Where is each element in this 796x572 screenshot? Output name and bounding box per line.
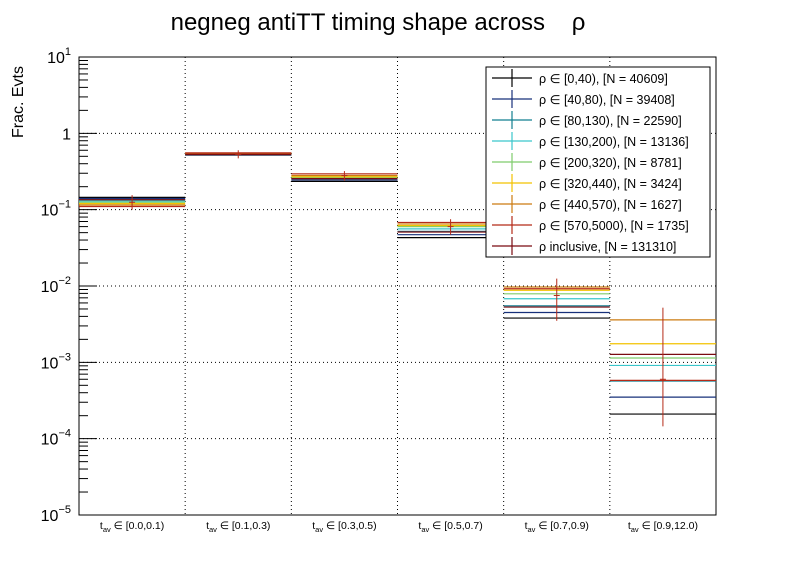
- chart-title-symbol: ρ: [572, 9, 586, 36]
- y-tick-base: 1: [62, 126, 71, 143]
- y-tick-label: 101: [47, 46, 71, 67]
- x-tick-range: ∈ [0.1,0.3): [217, 520, 271, 532]
- y-tick-base: 10: [41, 355, 59, 372]
- x-tick-label: tav ∈ [0.5,0.7): [418, 520, 482, 534]
- x-tick-subscript: av: [209, 525, 217, 534]
- y-tick-label: 10−2: [41, 275, 71, 296]
- x-tick-main: t: [418, 520, 421, 532]
- x-tick-range: ∈ [0.7,0.9): [535, 520, 589, 532]
- y-tick-exponent: 1: [65, 46, 71, 58]
- x-tick-subscript: av: [315, 525, 323, 534]
- y-tick-label: 10−4: [41, 428, 71, 449]
- x-tick-main: t: [628, 520, 631, 532]
- y-tick-base: 10: [41, 508, 59, 525]
- x-tick-main: t: [206, 520, 209, 532]
- chart-title: negneg antiTT timing shape across ρ: [171, 9, 586, 36]
- error-bars: [129, 150, 666, 427]
- y-tick-label: 10−1: [41, 199, 71, 220]
- y-tick-exponent: −3: [58, 351, 71, 363]
- x-tick-subscript: av: [421, 525, 429, 534]
- legend-label-4: ρ ∈ [200,320), [N = 8781]: [539, 156, 682, 170]
- legend-label-1: ρ ∈ [40,80), [N = 39408]: [539, 93, 675, 107]
- x-tick-subscript: av: [527, 525, 535, 534]
- legend-label-2: ρ ∈ [80,130), [N = 22590]: [539, 114, 682, 128]
- y-tick-exponent: −4: [58, 428, 71, 440]
- x-tick-range: ∈ [0.0,0.1): [111, 520, 165, 532]
- y-tick-base: 10: [47, 50, 65, 67]
- y-tick-exponent: −5: [58, 504, 71, 516]
- legend-label-8: ρ inclusive, [N = 131310]: [539, 240, 676, 254]
- x-tick-label: tav ∈ [0.3,0.5): [312, 520, 376, 534]
- x-tick-label: tav ∈ [0.0,0.1): [100, 520, 164, 534]
- x-tick-label: tav ∈ [0.1,0.3): [206, 520, 270, 534]
- legend-label-6: ρ ∈ [440,570), [N = 1627]: [539, 198, 682, 212]
- legend-label-0: ρ ∈ [0,40), [N = 40609]: [539, 72, 668, 86]
- x-tick-range: ∈ [0.9,12.0): [639, 520, 698, 532]
- y-tick-exponent: −2: [58, 275, 71, 287]
- legend: ρ ∈ [0,40), [N = 40609] ρ ∈ [40,80), [N =…: [485, 66, 711, 258]
- chart-title-text: negneg antiTT timing shape across: [171, 9, 545, 36]
- x-tick-range: ∈ [0.5,0.7): [429, 520, 483, 532]
- x-tick-label: tav ∈ [0.7,0.9): [525, 520, 589, 534]
- x-tick-subscript: av: [103, 525, 111, 534]
- y-tick-label: 1: [62, 126, 71, 143]
- y-tick-base: 10: [41, 203, 59, 220]
- y-tick-base: 10: [41, 279, 59, 296]
- y-axis-label: Frac. Evts: [10, 66, 27, 138]
- x-tick-main: t: [525, 520, 528, 532]
- y-tick-base: 10: [41, 432, 59, 449]
- x-tick-label: tav ∈ [0.9,12.0): [628, 520, 698, 534]
- y-tick-label: 10−3: [41, 351, 71, 372]
- x-tick-subscript: av: [631, 525, 639, 534]
- x-tick-main: t: [312, 520, 315, 532]
- y-tick-label: 10−5: [41, 504, 71, 525]
- x-tick-main: t: [100, 520, 103, 532]
- y-tick-exponent: −1: [58, 199, 71, 211]
- legend-label-5: ρ ∈ [320,440), [N = 3424]: [539, 177, 682, 191]
- legend-label-3: ρ ∈ [130,200), [N = 13136]: [539, 135, 689, 149]
- x-tick-range: ∈ [0.3,0.5): [323, 520, 377, 532]
- legend-label-7: ρ ∈ [570,5000), [N = 1735]: [539, 219, 689, 233]
